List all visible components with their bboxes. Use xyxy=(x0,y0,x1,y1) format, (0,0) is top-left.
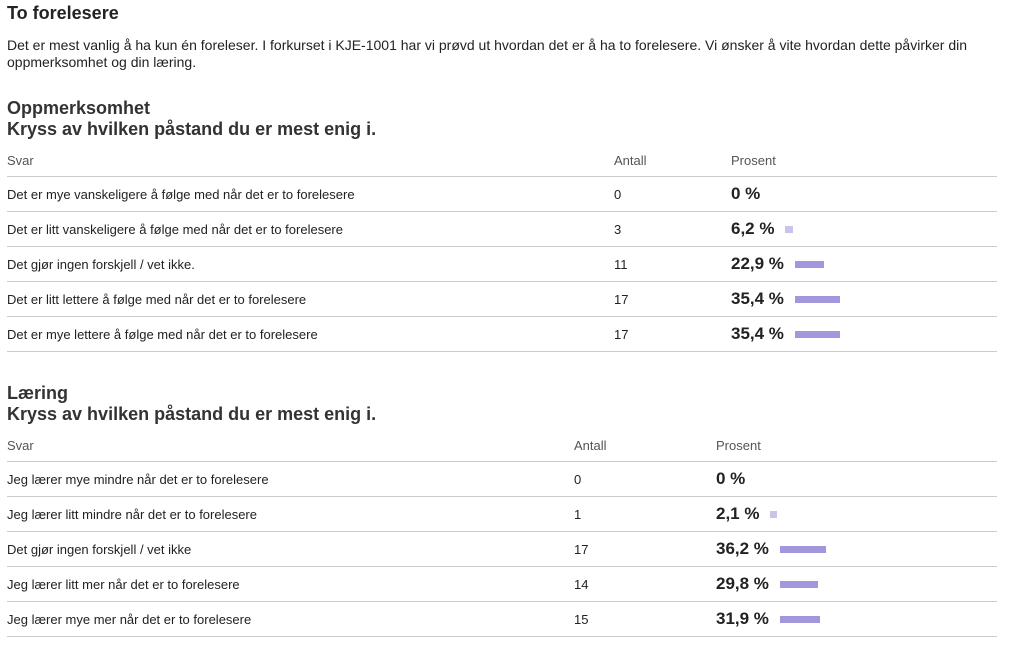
answer-count: 0 xyxy=(614,176,731,212)
answer-count: 17 xyxy=(574,531,716,567)
section-question: Kryss av hvilken påstand du er mest enig… xyxy=(7,119,377,139)
percent-cell: 35,4 % xyxy=(731,281,997,317)
answer-text: Det er litt vanskeligere å følge med når… xyxy=(7,211,614,247)
results-table: Svar Antall Prosent Det er mye vanskelig… xyxy=(7,145,997,352)
column-header-count: Antall xyxy=(574,430,716,462)
percent-bar xyxy=(794,295,840,303)
percent-value: 31,9 % xyxy=(716,609,769,628)
percent-value: 29,8 % xyxy=(716,574,769,593)
section-learning: Læring Kryss av hvilken påstand du er me… xyxy=(7,383,997,637)
percent-value: 35,4 % xyxy=(731,289,784,308)
percent-value: 36,2 % xyxy=(716,539,769,558)
percent-bar xyxy=(779,545,826,553)
table-row: Det er mye vanskeligere å følge med når … xyxy=(7,176,997,212)
table-row: Det er mye lettere å følge med når det e… xyxy=(7,316,997,352)
percent-value: 22,9 % xyxy=(731,254,784,273)
percent-bar xyxy=(785,225,794,233)
column-header-percent: Prosent xyxy=(716,430,997,462)
answer-count: 11 xyxy=(614,246,731,282)
percent-bar xyxy=(794,260,824,268)
table-row: Det er litt lettere å følge med når det … xyxy=(7,281,997,317)
column-header-answer: Svar xyxy=(7,145,614,177)
answer-text: Det er litt lettere å følge med når det … xyxy=(7,281,614,317)
table-row: Jeg lærer mye mindre når det er to forel… xyxy=(7,461,997,497)
percent-cell: 0 % xyxy=(731,176,997,212)
table-row: Det gjør ingen forskjell / vet ikke. 11 22… xyxy=(7,246,997,282)
percent-bar xyxy=(779,615,820,623)
table-row: Det er litt vanskeligere å følge med når… xyxy=(7,211,997,247)
percent-cell: 0 % xyxy=(716,461,997,497)
section-attention: Oppmerksomhet Kryss av hvilken påstand d… xyxy=(7,98,997,352)
column-header-percent: Prosent xyxy=(731,145,997,177)
percent-value: 0 % xyxy=(716,469,746,488)
section-question: Kryss av hvilken påstand du er mest enig… xyxy=(7,404,377,424)
answer-count: 14 xyxy=(574,566,716,602)
answer-count: 17 xyxy=(614,316,731,352)
answer-count: 15 xyxy=(574,601,716,637)
table-header-row: Svar Antall Prosent xyxy=(7,145,997,177)
results-table: Svar Antall Prosent Jeg lærer mye mindre… xyxy=(7,430,997,637)
answer-text: Det er mye vanskeligere å følge med når … xyxy=(7,176,614,212)
percent-value: 2,1 % xyxy=(716,504,760,523)
table-row: Det gjør ingen forskjell / vet ikke 17 36,… xyxy=(7,531,997,567)
section-heading: Oppmerksomhet xyxy=(7,98,151,118)
percent-bar xyxy=(779,580,818,588)
answer-count: 1 xyxy=(574,496,716,532)
answer-text: Jeg lærer mye mindre når det er to forel… xyxy=(7,461,574,497)
answer-count: 17 xyxy=(614,281,731,317)
answer-text: Jeg lærer litt mer når det er to foreles… xyxy=(7,566,574,602)
answer-count: 3 xyxy=(614,211,731,247)
page-title: To forelesere xyxy=(7,3,119,23)
table-row: Jeg lærer litt mer når det er to foreles… xyxy=(7,566,997,602)
answer-count: 0 xyxy=(574,461,716,497)
percent-cell: 35,4 % xyxy=(731,316,997,352)
answer-text: Jeg lærer mye mer når det er to forelese… xyxy=(7,601,574,637)
percent-value: 35,4 % xyxy=(731,324,784,343)
answer-text: Det er mye lettere å følge med når det e… xyxy=(7,316,614,352)
section-heading: Læring xyxy=(7,383,68,403)
percent-cell: 22,9 % xyxy=(731,246,997,282)
percent-cell: 6,2 % xyxy=(731,211,997,247)
percent-cell: 36,2 % xyxy=(716,531,997,567)
column-header-answer: Svar xyxy=(7,430,574,462)
percent-value: 6,2 % xyxy=(731,219,775,238)
column-header-count: Antall xyxy=(614,145,731,177)
answer-text: Det gjør ingen forskjell / vet ikke xyxy=(7,531,574,567)
intro-text: Det er mest vanlig å ha kun én foreleser… xyxy=(7,37,968,70)
percent-cell: 2,1 % xyxy=(716,496,997,532)
percent-cell: 29,8 % xyxy=(716,566,997,602)
percent-value: 0 % xyxy=(731,184,761,203)
table-header-row: Svar Antall Prosent xyxy=(7,430,997,462)
percent-cell: 31,9 % xyxy=(716,601,997,637)
percent-bar xyxy=(794,330,840,338)
answer-text: Det gjør ingen forskjell / vet ikke. xyxy=(7,246,614,282)
table-row: Jeg lærer litt mindre når det er to fore… xyxy=(7,496,997,532)
table-row: Jeg lærer mye mer når det er to forelese… xyxy=(7,601,997,637)
answer-text: Jeg lærer litt mindre når det er to fore… xyxy=(7,496,574,532)
percent-bar xyxy=(770,510,778,518)
